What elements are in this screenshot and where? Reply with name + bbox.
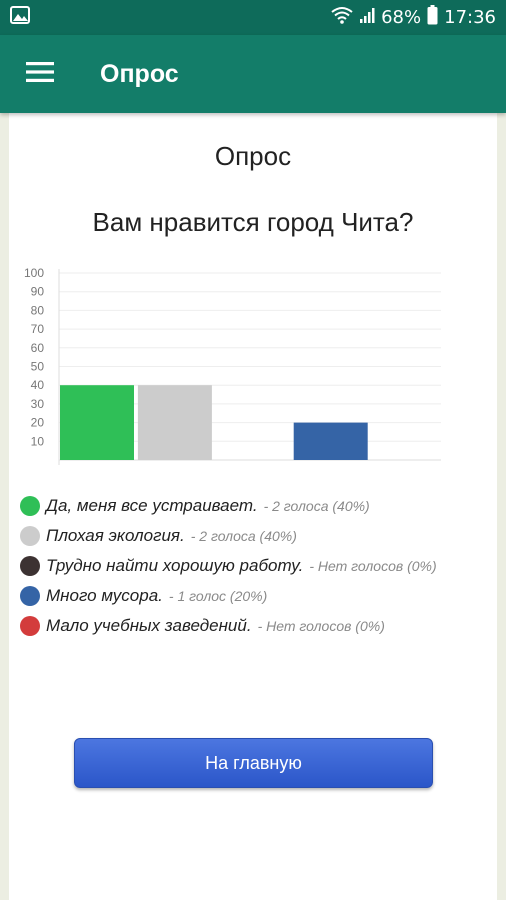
legend-item: Мало учебных заведений. - Нет голосов (0%… — [20, 611, 490, 641]
legend-item: Плохая экология. - 2 голоса (40%) — [20, 521, 490, 551]
legend-label: Много мусора. — [46, 586, 163, 605]
clock: 17:36 — [444, 7, 496, 28]
gallery-notification-icon — [10, 6, 30, 29]
hamburger-menu-icon — [26, 61, 54, 88]
home-button-label: На главную — [205, 752, 302, 773]
app-bar-title: Опрос — [100, 59, 179, 88]
y-tick-label: 70 — [31, 322, 45, 336]
y-tick-label: 20 — [31, 416, 45, 430]
status-right: 68% 17:36 — [331, 5, 496, 30]
bar — [137, 385, 212, 460]
status-bar: 68% 17:36 — [0, 0, 506, 35]
bar — [293, 422, 368, 460]
legend: Да, меня все устраивает. - 2 голоса (40%)… — [20, 491, 490, 641]
wifi-icon — [331, 6, 353, 29]
legend-item: Много мусора. - 1 голос (20%) — [20, 581, 490, 611]
legend-vote-count: - Нет голосов (0%) — [309, 558, 437, 574]
menu-button[interactable] — [0, 35, 80, 113]
signal-icon — [359, 6, 375, 29]
y-tick-label: 30 — [31, 397, 45, 411]
legend-color-dot — [20, 556, 40, 576]
legend-vote-count: - Нет голосов (0%) — [257, 618, 385, 634]
status-left — [10, 6, 30, 29]
battery-icon — [427, 5, 438, 30]
legend-item: Да, меня все устраивает. - 2 голоса (40%) — [20, 491, 490, 521]
legend-vote-count: - 2 голоса (40%) — [263, 498, 370, 514]
poll-card: Опрос Вам нравится город Чита? 10 20 30 40 5… — [9, 113, 497, 900]
y-tick-label: 90 — [31, 285, 45, 299]
legend-vote-count: - 1 голос (20%) — [168, 588, 268, 604]
y-tick-label: 10 — [31, 434, 45, 448]
legend-vote-count: - 2 голоса (40%) — [190, 528, 297, 544]
poll-question: Вам нравится город Чита? — [92, 207, 414, 237]
y-tick-label: 50 — [31, 360, 45, 374]
legend-label: Да, меня все устраивает. — [46, 496, 258, 515]
y-tick-label: 40 — [31, 378, 45, 392]
legend-color-dot — [20, 496, 40, 516]
home-button[interactable]: На главную — [74, 738, 433, 788]
legend-item: Трудно найти хорошую работу. - Нет голосо… — [20, 551, 490, 581]
legend-label: Трудно найти хорошую работу. — [46, 556, 304, 575]
legend-label: Мало учебных заведений. — [46, 616, 252, 635]
legend-color-dot — [20, 586, 40, 606]
legend-label: Плохая экология. — [46, 526, 185, 545]
results-chart: 10 20 30 40 50 60 70 80 90 100 — [24, 266, 441, 465]
y-tick-label: 80 — [31, 303, 45, 317]
y-tick-label: 60 — [31, 341, 45, 355]
battery-percent: 68% — [381, 7, 422, 28]
legend-color-dot — [20, 616, 40, 636]
page-title: Опрос — [214, 141, 292, 171]
bar — [60, 385, 134, 460]
y-tick-label: 100 — [24, 266, 44, 280]
app-bar: Опрос — [0, 35, 506, 113]
legend-color-dot — [20, 526, 40, 546]
